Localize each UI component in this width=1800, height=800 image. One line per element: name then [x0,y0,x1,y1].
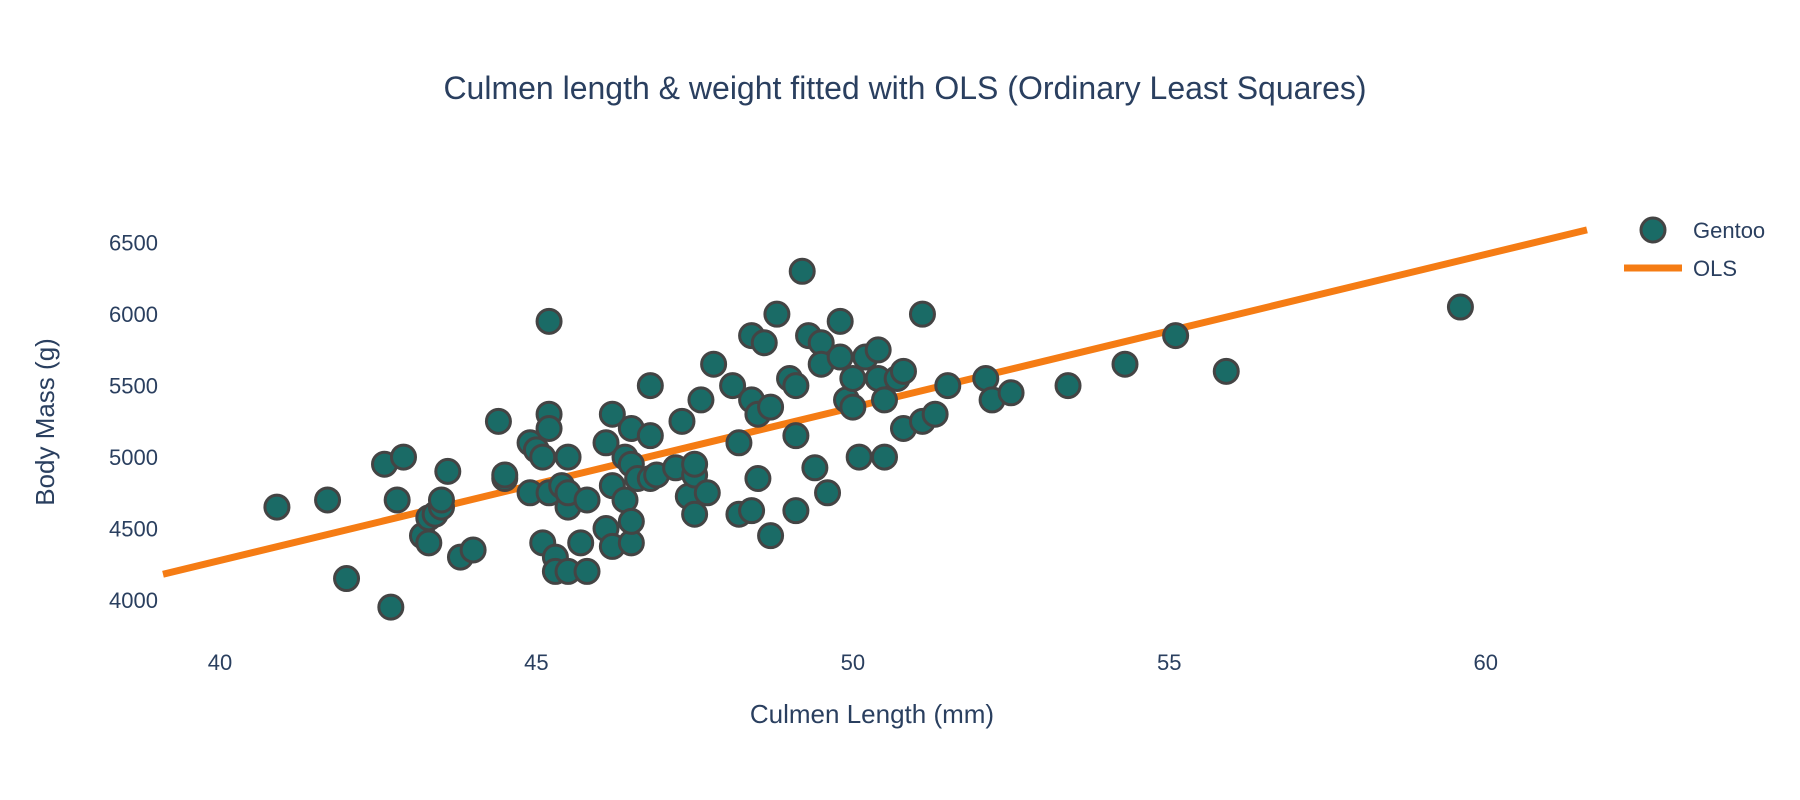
data-point[interactable] [997,379,1025,407]
data-point[interactable] [263,493,291,521]
data-point[interactable] [1446,293,1474,321]
y-tick-label: 5000 [109,445,158,470]
data-point[interactable] [1054,372,1082,400]
data-point[interactable] [870,386,898,414]
data-point[interactable] [529,443,557,471]
y-axis-ticks: 4000 4500 5000 5500 6000 6500 [109,231,158,613]
data-point[interactable] [725,429,753,457]
data-point[interactable] [921,400,949,428]
legend-label-gentoo: Gentoo [1693,218,1765,243]
data-point[interactable] [870,443,898,471]
data-point[interactable] [598,400,626,428]
x-tick-label: 40 [208,650,232,675]
data-point[interactable] [908,300,936,328]
data-point[interactable] [636,422,664,450]
data-point[interactable] [573,557,601,585]
data-point[interactable] [801,454,829,482]
data-point[interactable] [826,343,854,371]
data-point[interactable] [757,522,785,550]
data-point[interactable] [668,407,696,435]
x-axis-ticks: 40 45 50 55 60 [208,650,1498,675]
y-tick-label: 6500 [109,231,158,256]
data-point[interactable] [814,479,842,507]
data-point[interactable] [693,479,721,507]
data-point[interactable] [744,465,772,493]
data-point[interactable] [782,422,810,450]
data-point[interactable] [427,486,455,514]
data-point[interactable] [719,372,747,400]
data-point[interactable] [592,429,620,457]
data-point[interactable] [889,357,917,385]
data-point[interactable] [763,300,791,328]
data-point[interactable] [782,372,810,400]
data-point[interactable] [554,443,582,471]
data-point[interactable] [567,529,595,557]
data-point[interactable] [839,364,867,392]
legend-item-gentoo[interactable]: Gentoo [1639,216,1765,244]
data-point[interactable] [333,565,361,593]
x-tick-label: 45 [524,650,548,675]
data-point[interactable] [415,529,443,557]
data-point[interactable] [750,329,778,357]
data-point[interactable] [636,372,664,400]
data-point[interactable] [314,486,342,514]
data-point[interactable] [687,386,715,414]
data-point[interactable] [864,336,892,364]
legend: Gentoo OLS [1624,216,1765,281]
legend-label-ols: OLS [1693,256,1737,281]
data-point[interactable] [788,257,816,285]
data-point[interactable] [757,393,785,421]
y-tick-label: 4000 [109,588,158,613]
data-point[interactable] [377,593,405,621]
x-tick-label: 60 [1473,650,1497,675]
y-tick-label: 4500 [109,517,158,542]
data-point[interactable] [491,461,519,489]
data-point[interactable] [738,497,766,525]
data-point[interactable] [782,497,810,525]
data-point[interactable] [839,393,867,421]
y-axis-title: Body Mass (g) [30,338,60,506]
chart-title: Culmen length & weight fitted with OLS (… [443,70,1366,106]
x-axis-title: Culmen Length (mm) [750,699,994,729]
legend-item-ols[interactable]: OLS [1624,256,1737,281]
y-tick-label: 5500 [109,374,158,399]
legend-marker-gentoo [1639,216,1667,244]
data-point[interactable] [383,486,411,514]
data-point[interactable] [535,307,563,335]
data-point[interactable] [700,350,728,378]
data-point[interactable] [681,450,709,478]
data-point[interactable] [1162,322,1190,350]
data-point[interactable] [535,415,563,442]
data-point[interactable] [573,486,601,514]
x-tick-label: 55 [1157,650,1181,675]
data-point[interactable] [459,536,487,564]
data-point[interactable] [934,372,962,400]
data-point[interactable] [434,457,462,485]
data-point[interactable] [617,507,645,535]
plot-area [162,226,1588,621]
data-point[interactable] [826,307,854,335]
data-point[interactable] [484,407,512,435]
x-tick-label: 50 [841,650,865,675]
data-point[interactable] [389,443,417,471]
data-point[interactable] [1111,350,1139,378]
data-point[interactable] [1212,357,1240,385]
y-tick-label: 6000 [109,302,158,327]
data-point[interactable] [681,500,709,528]
data-point[interactable] [845,443,873,471]
